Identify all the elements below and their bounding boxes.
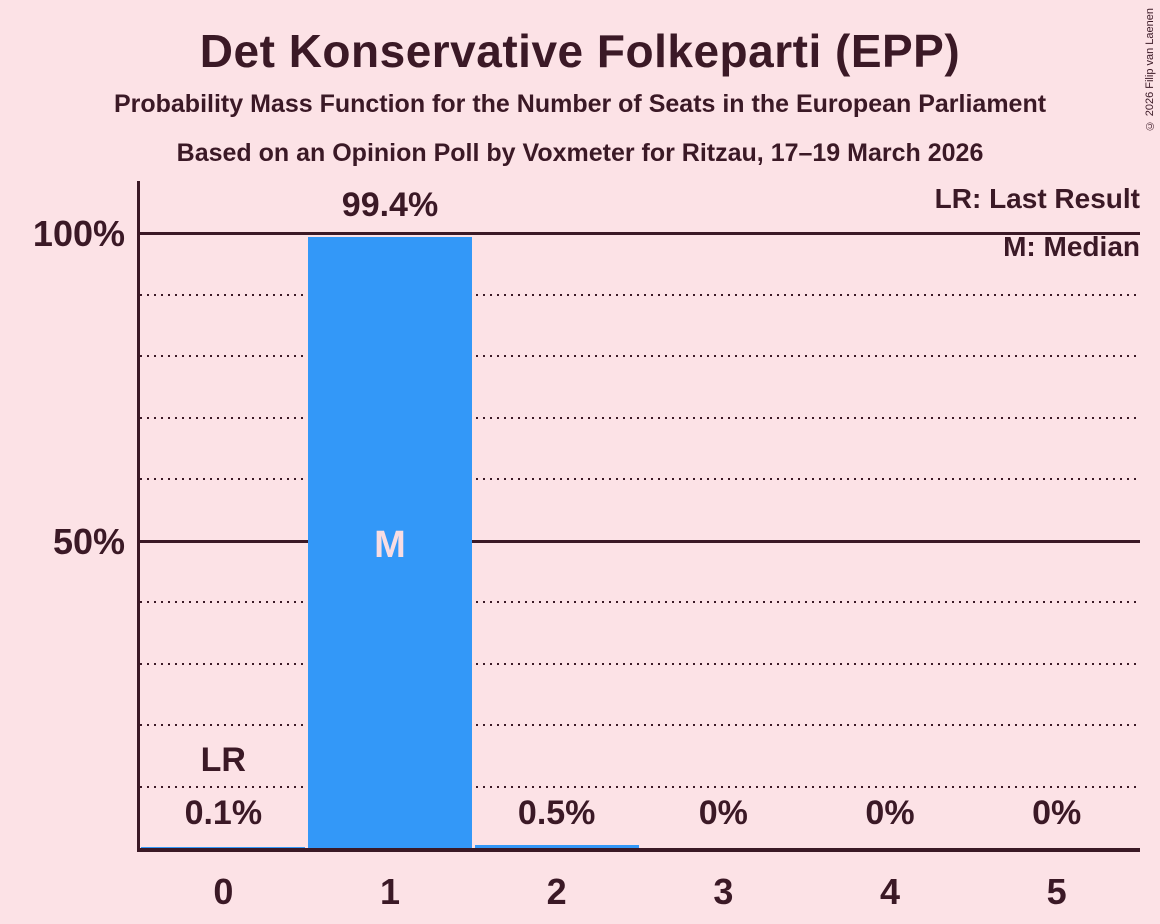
copyright: © 2026 Filip van Laenen — [1144, 8, 1159, 132]
gridline-solid-50 — [140, 539, 1140, 543]
gridline-solid-100 — [140, 232, 1140, 236]
x-axis-line — [137, 848, 1140, 852]
bar-seats-1 — [308, 236, 472, 848]
legend-last-result: LR: Last Result — [934, 183, 1140, 214]
x-axis-label-0: 0 — [213, 871, 234, 912]
gridline-dotted-30 — [140, 662, 1140, 665]
x-axis-label-3: 3 — [713, 871, 734, 912]
chart-poll-info: Based on an Opinion Poll by Voxmeter for… — [176, 139, 984, 167]
bar-seats-0 — [141, 847, 306, 848]
gridline-dotted-60 — [140, 478, 1140, 481]
x-axis-label-4: 4 — [879, 871, 901, 912]
legend-median: M: Median — [1003, 231, 1140, 262]
gridline-dotted-10 — [140, 785, 1140, 788]
value-label-5: 0% — [1032, 794, 1082, 832]
value-label-0: 0.1% — [184, 794, 263, 832]
median-marker: M — [374, 524, 406, 566]
gridline-dotted-80 — [140, 355, 1140, 358]
bar-seats-2 — [474, 844, 639, 848]
last-result-marker: LR — [200, 741, 246, 779]
gridline-dotted-40 — [140, 601, 1140, 604]
gridline-dotted-90 — [140, 293, 1140, 296]
chart-title: Det Konservative Folkeparti (EPP) — [199, 25, 961, 77]
copyright-text: © 2026 Filip van Laenen — [1144, 8, 1156, 132]
value-label-2: 0.5% — [517, 794, 596, 832]
value-label-1: 99.4% — [341, 185, 439, 224]
gridline-dotted-20 — [140, 724, 1140, 727]
x-axis-label-2: 2 — [546, 871, 567, 912]
chart-subtitle: Probability Mass Function for the Number… — [113, 90, 1047, 118]
value-label-3: 0% — [698, 794, 748, 832]
x-axis-label-1: 1 — [379, 871, 401, 912]
x-axis-label-5: 5 — [1046, 871, 1067, 912]
y-axis-line — [137, 181, 140, 852]
gridline-dotted-70 — [140, 416, 1140, 419]
y-axis-label-50: 50% — [52, 520, 125, 562]
y-axis-label-100: 100% — [32, 213, 125, 255]
value-label-4: 0% — [865, 794, 915, 832]
